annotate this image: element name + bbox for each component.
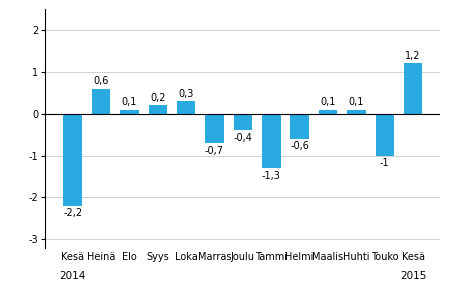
- Bar: [375, 114, 394, 156]
- Bar: [148, 105, 167, 114]
- Text: 0,1: 0,1: [122, 97, 137, 107]
- Text: -0,7: -0,7: [205, 146, 224, 156]
- Bar: [120, 110, 138, 114]
- Bar: [404, 63, 422, 114]
- Bar: [291, 114, 309, 139]
- Text: 0,2: 0,2: [150, 93, 166, 103]
- Text: -2,2: -2,2: [63, 208, 82, 218]
- Text: 2014: 2014: [59, 271, 86, 281]
- Bar: [319, 110, 337, 114]
- Text: 2015: 2015: [400, 271, 426, 281]
- Bar: [347, 110, 365, 114]
- Text: 0,1: 0,1: [349, 97, 364, 107]
- Bar: [177, 101, 195, 114]
- Bar: [234, 114, 252, 130]
- Text: 0,3: 0,3: [178, 88, 194, 99]
- Text: -1,3: -1,3: [262, 171, 281, 181]
- Text: 1,2: 1,2: [405, 51, 421, 61]
- Text: 0,1: 0,1: [321, 97, 336, 107]
- Bar: [64, 114, 82, 206]
- Text: -0,4: -0,4: [233, 133, 252, 143]
- Text: -1: -1: [380, 158, 390, 168]
- Text: 0,6: 0,6: [93, 76, 109, 86]
- Bar: [262, 114, 281, 168]
- Bar: [205, 114, 224, 143]
- Text: -0,6: -0,6: [290, 141, 309, 151]
- Bar: [92, 88, 110, 114]
